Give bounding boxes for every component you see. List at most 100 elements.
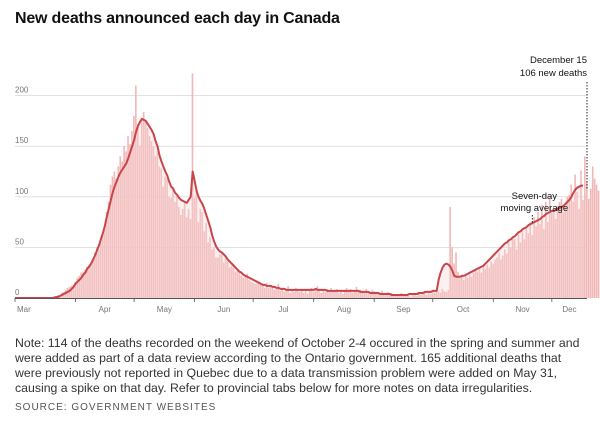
bar [587,198,590,298]
bar [527,233,530,298]
bar [470,276,473,298]
bar [476,271,479,298]
bar [359,289,362,298]
bar [500,259,502,298]
bar [511,237,514,298]
bar [156,151,159,298]
x-tick-label: Jun [217,305,230,314]
bar [496,257,498,298]
bar [523,239,526,298]
bar [386,291,389,298]
bar [425,294,428,298]
bar [123,146,125,298]
bar [105,211,108,298]
bar [289,292,291,298]
bar [293,291,295,298]
bar [201,211,204,298]
bar [342,293,344,298]
bar [591,166,594,298]
bar [183,201,186,298]
bar [435,289,438,298]
bar [492,263,494,298]
bar [277,283,280,298]
bar [570,184,573,298]
bar [414,293,416,298]
bar [457,271,459,298]
bar [97,249,100,298]
bar [365,288,368,298]
bar [494,259,496,298]
daily-bars [51,73,600,299]
bar [181,208,184,298]
bar [94,252,96,298]
bar [267,287,270,298]
bar [392,293,395,298]
bar [539,224,541,298]
bar [111,176,114,298]
bar [410,296,412,298]
bar [439,292,442,298]
bar [330,287,332,298]
bar [349,288,352,298]
bar [84,269,86,298]
bar [478,267,481,298]
bar [597,190,600,298]
bar [304,290,307,298]
bar [578,208,580,298]
bar [195,186,198,298]
bar [384,293,387,298]
bar [552,209,555,298]
bar [406,293,409,298]
bar [78,275,81,298]
bar [541,204,543,298]
bar [340,290,342,298]
bar [543,229,545,298]
bar [408,295,410,298]
bar [564,206,567,298]
bar [580,170,582,298]
bar [519,242,522,298]
bar [140,119,143,298]
bar [144,120,147,299]
bar [213,247,215,298]
bar [146,127,149,298]
bar [232,267,235,298]
bar [310,287,313,298]
bar [550,212,553,298]
annotation-latest-date: December 15 [530,55,587,66]
bar [211,249,213,298]
bar [133,115,135,298]
bar [343,289,346,298]
bar [127,136,129,298]
bar [318,290,321,298]
bar [488,267,491,298]
bar [445,291,448,298]
bar [353,290,356,298]
bar [322,289,325,298]
bar [72,284,75,298]
bar [328,290,330,298]
bar [109,184,112,298]
annotation-average-label: Seven-day [512,191,558,202]
bar [363,290,366,298]
bar [295,287,297,298]
bar [131,131,133,298]
bar [449,206,451,298]
bar [271,286,274,298]
bar [150,141,153,298]
bar [464,273,467,298]
bar [148,136,151,298]
bar [373,290,375,298]
bar [68,286,71,298]
y-axis-ticks: 0 50 100 150 200 [15,86,29,297]
bar [361,292,364,298]
bar [576,191,578,298]
bar [220,251,223,298]
bar [320,292,323,298]
bar [113,171,116,298]
bar [447,289,450,298]
bar [418,292,420,298]
bar [99,242,102,298]
bar [455,252,457,298]
bar [480,272,483,298]
